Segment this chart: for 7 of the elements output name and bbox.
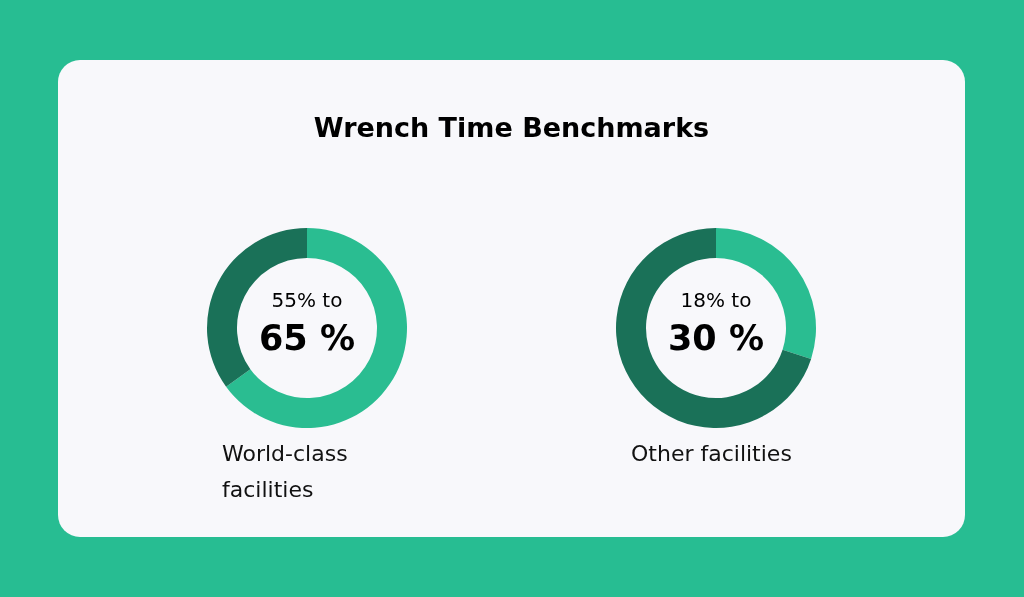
text: World-class facilities (222, 440, 355, 502)
text: 65 % (259, 317, 355, 358)
text: 18% to (680, 288, 752, 312)
text: Other facilities (631, 440, 792, 466)
text: 30 % (668, 317, 764, 358)
text: Wrench Time Benchmarks (312, 112, 711, 143)
text: 55% to (271, 288, 343, 312)
